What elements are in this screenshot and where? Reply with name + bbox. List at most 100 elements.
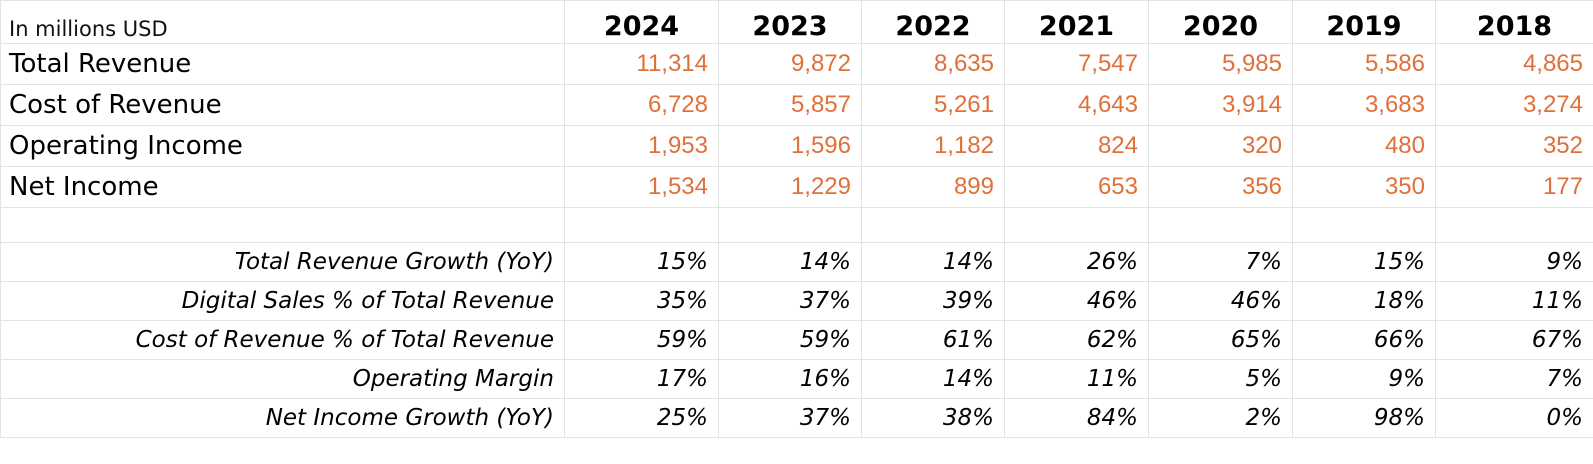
value-cell[interactable]: 653 <box>1004 166 1149 208</box>
empty-cell[interactable] <box>1004 207 1149 243</box>
value-cell[interactable]: 1,596 <box>718 125 862 167</box>
value-cell[interactable]: 3,274 <box>1435 84 1593 126</box>
value-cell[interactable]: 5,985 <box>1148 43 1293 85</box>
percent-cell[interactable]: 9% <box>1292 359 1436 399</box>
financial-row-cost-of-revenue: Cost of Revenue 6,728 5,857 5,261 4,643 … <box>0 84 1593 126</box>
row-label-cell[interactable]: Digital Sales % of Total Revenue <box>0 281 565 321</box>
empty-cell[interactable] <box>718 207 862 243</box>
percent-cell[interactable]: 5% <box>1148 359 1293 399</box>
empty-cell[interactable] <box>1435 207 1593 243</box>
percent-cell[interactable]: 14% <box>861 242 1005 282</box>
percent-cell[interactable]: 26% <box>1004 242 1149 282</box>
financial-row-net-income: Net Income 1,534 1,229 899 653 356 350 1… <box>0 166 1593 208</box>
financial-row-operating-income: Operating Income 1,953 1,596 1,182 824 3… <box>0 125 1593 167</box>
value-cell[interactable]: 480 <box>1292 125 1436 167</box>
financial-row-total-revenue: Total Revenue 11,314 9,872 8,635 7,547 5… <box>0 43 1593 85</box>
percent-cell[interactable]: 98% <box>1292 398 1436 438</box>
percent-cell[interactable]: 11% <box>1004 359 1149 399</box>
percent-cell[interactable]: 14% <box>861 359 1005 399</box>
year-header-cell[interactable]: 2023 <box>718 0 862 44</box>
empty-cell[interactable] <box>1292 207 1436 243</box>
value-cell[interactable]: 1,229 <box>718 166 862 208</box>
percent-cell[interactable]: 46% <box>1148 281 1293 321</box>
percent-cell[interactable]: 59% <box>718 320 862 360</box>
value-cell[interactable]: 11,314 <box>564 43 719 85</box>
year-header-cell[interactable]: 2024 <box>564 0 719 44</box>
value-cell[interactable]: 6,728 <box>564 84 719 126</box>
percent-cell[interactable]: 84% <box>1004 398 1149 438</box>
blank-row <box>0 207 1593 243</box>
year-header-cell[interactable]: 2020 <box>1148 0 1293 44</box>
header-row: In millions USD 2024 2023 2022 2021 2020… <box>0 0 1593 44</box>
percent-cell[interactable]: 67% <box>1435 320 1593 360</box>
value-cell[interactable]: 824 <box>1004 125 1149 167</box>
year-header-cell[interactable]: 2022 <box>861 0 1005 44</box>
value-cell[interactable]: 1,953 <box>564 125 719 167</box>
value-cell[interactable]: 3,683 <box>1292 84 1436 126</box>
units-label-cell[interactable]: In millions USD <box>0 0 565 44</box>
value-cell[interactable]: 177 <box>1435 166 1593 208</box>
row-label-cell[interactable]: Total Revenue <box>0 43 565 85</box>
percent-cell[interactable]: 66% <box>1292 320 1436 360</box>
ratio-row-revenue-growth: Total Revenue Growth (YoY) 15% 14% 14% 2… <box>0 242 1593 282</box>
value-cell[interactable]: 4,643 <box>1004 84 1149 126</box>
percent-cell[interactable]: 46% <box>1004 281 1149 321</box>
value-cell[interactable]: 5,261 <box>861 84 1005 126</box>
row-label-cell[interactable]: Cost of Revenue % of Total Revenue <box>0 320 565 360</box>
empty-cell[interactable] <box>564 207 719 243</box>
percent-cell[interactable]: 65% <box>1148 320 1293 360</box>
ratio-row-cost-of-revenue-pct: Cost of Revenue % of Total Revenue 59% 5… <box>0 320 1593 360</box>
value-cell[interactable]: 8,635 <box>861 43 1005 85</box>
row-label-cell[interactable]: Total Revenue Growth (YoY) <box>0 242 565 282</box>
year-header-cell[interactable]: 2018 <box>1435 0 1593 44</box>
year-header-cell[interactable]: 2019 <box>1292 0 1436 44</box>
year-header-cell[interactable]: 2021 <box>1004 0 1149 44</box>
percent-cell[interactable]: 35% <box>564 281 719 321</box>
row-label-cell[interactable]: Cost of Revenue <box>0 84 565 126</box>
percent-cell[interactable]: 38% <box>861 398 1005 438</box>
ratio-row-operating-margin: Operating Margin 17% 16% 14% 11% 5% 9% 7… <box>0 359 1593 399</box>
percent-cell[interactable]: 25% <box>564 398 719 438</box>
percent-cell[interactable]: 37% <box>718 398 862 438</box>
percent-cell[interactable]: 61% <box>861 320 1005 360</box>
percent-cell[interactable]: 39% <box>861 281 1005 321</box>
value-cell[interactable]: 320 <box>1148 125 1293 167</box>
value-cell[interactable]: 356 <box>1148 166 1293 208</box>
empty-cell[interactable] <box>1148 207 1293 243</box>
value-cell[interactable]: 7,547 <box>1004 43 1149 85</box>
ratio-row-net-income-growth: Net Income Growth (YoY) 25% 37% 38% 84% … <box>0 398 1593 438</box>
value-cell[interactable]: 9,872 <box>718 43 862 85</box>
percent-cell[interactable]: 59% <box>564 320 719 360</box>
percent-cell[interactable]: 7% <box>1148 242 1293 282</box>
percent-cell[interactable]: 2% <box>1148 398 1293 438</box>
value-cell[interactable]: 350 <box>1292 166 1436 208</box>
percent-cell[interactable]: 11% <box>1435 281 1593 321</box>
value-cell[interactable]: 899 <box>861 166 1005 208</box>
value-cell[interactable]: 4,865 <box>1435 43 1593 85</box>
spreadsheet-grid: In millions USD 2024 2023 2022 2021 2020… <box>0 0 1593 438</box>
value-cell[interactable]: 1,534 <box>564 166 719 208</box>
percent-cell[interactable]: 7% <box>1435 359 1593 399</box>
value-cell[interactable]: 5,586 <box>1292 43 1436 85</box>
percent-cell[interactable]: 15% <box>564 242 719 282</box>
value-cell[interactable]: 3,914 <box>1148 84 1293 126</box>
row-label-cell[interactable]: Operating Margin <box>0 359 565 399</box>
value-cell[interactable]: 1,182 <box>861 125 1005 167</box>
percent-cell[interactable]: 15% <box>1292 242 1436 282</box>
value-cell[interactable]: 5,857 <box>718 84 862 126</box>
percent-cell[interactable]: 9% <box>1435 242 1593 282</box>
percent-cell[interactable]: 0% <box>1435 398 1593 438</box>
row-label-cell[interactable]: Net Income <box>0 166 565 208</box>
empty-cell[interactable] <box>0 207 565 243</box>
ratio-row-digital-sales: Digital Sales % of Total Revenue 35% 37%… <box>0 281 1593 321</box>
empty-cell[interactable] <box>861 207 1005 243</box>
percent-cell[interactable]: 17% <box>564 359 719 399</box>
percent-cell[interactable]: 62% <box>1004 320 1149 360</box>
percent-cell[interactable]: 14% <box>718 242 862 282</box>
percent-cell[interactable]: 18% <box>1292 281 1436 321</box>
row-label-cell[interactable]: Operating Income <box>0 125 565 167</box>
row-label-cell[interactable]: Net Income Growth (YoY) <box>0 398 565 438</box>
percent-cell[interactable]: 16% <box>718 359 862 399</box>
percent-cell[interactable]: 37% <box>718 281 862 321</box>
value-cell[interactable]: 352 <box>1435 125 1593 167</box>
